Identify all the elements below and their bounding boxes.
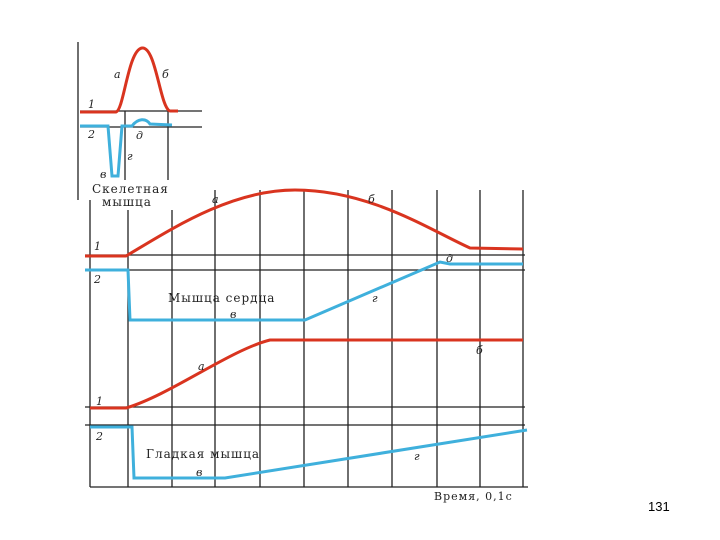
line-1-label: 1 — [88, 98, 95, 111]
label-g: г — [414, 450, 420, 463]
line-1-label: 1 — [96, 395, 103, 408]
label-b: б — [476, 344, 483, 357]
label-d: д — [136, 129, 143, 142]
label-a: а — [212, 193, 219, 206]
line-2-label: 2 — [93, 273, 101, 286]
label-b: б — [162, 68, 169, 81]
label-g: г — [127, 150, 133, 163]
heart-curve-2 — [85, 260, 523, 322]
skeletal-curve-1 — [80, 46, 178, 114]
label-v: в — [196, 466, 202, 479]
label-v: в — [230, 308, 236, 321]
page-number: 131 — [648, 499, 670, 514]
line-2-label: 2 — [95, 430, 103, 443]
label-v: в — [100, 168, 106, 181]
heart-curve-1 — [85, 188, 524, 258]
x-axis-label: Время, 0,1с — [434, 490, 513, 503]
heart-title: Мышца сердца — [168, 291, 275, 305]
label-g: г — [372, 292, 378, 305]
label-b: б — [368, 193, 375, 206]
skeletal-title: Скелетная мышца — [92, 182, 174, 209]
smooth-curve-1 — [90, 338, 523, 410]
smooth-curve-2 — [90, 425, 528, 480]
line-2-label: 2 — [87, 128, 95, 141]
label-a: а — [114, 68, 121, 81]
skeletal-curve-2 — [80, 118, 173, 178]
line-1-label: 1 — [94, 240, 101, 253]
label-a: а — [198, 360, 205, 373]
smooth-title: Гладкая мышца — [146, 447, 260, 461]
label-d: д — [446, 252, 453, 265]
